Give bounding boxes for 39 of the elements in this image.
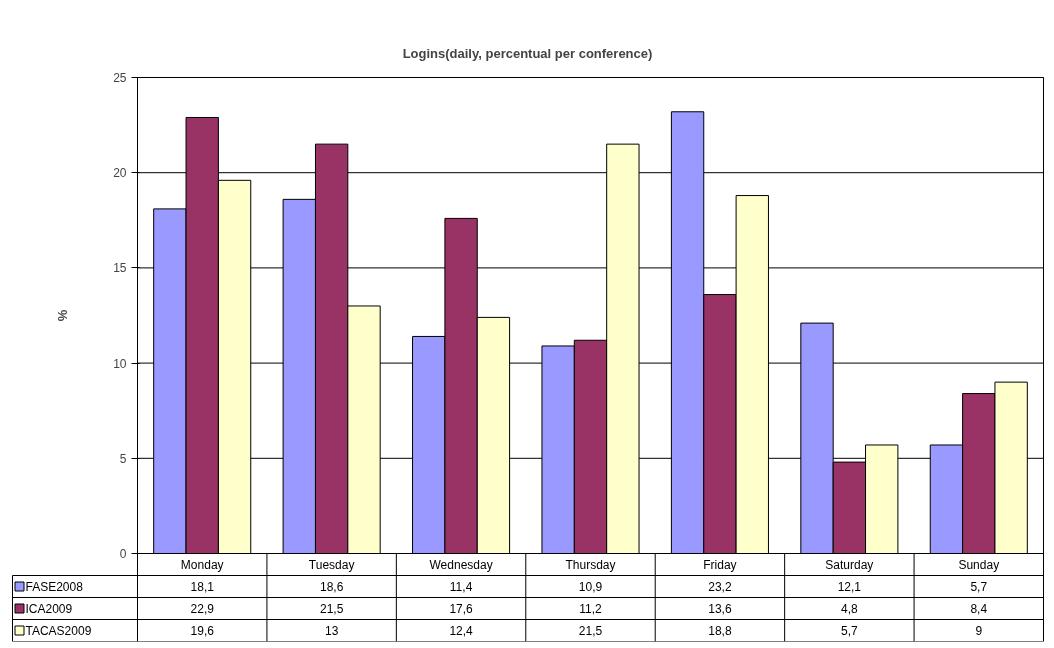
data-label: 19,6 — [190, 624, 215, 638]
data-label: 8,4 — [970, 602, 988, 616]
data-label: 5,7 — [970, 580, 988, 594]
x-tick-label: Saturday — [825, 557, 874, 572]
x-tick-label: Friday — [703, 557, 737, 572]
x-tick-label: Tuesday — [308, 557, 355, 572]
y-tick-label: 5 — [119, 451, 127, 466]
data-label: 12,1 — [837, 580, 862, 594]
chart-title: Logins(daily, percentual per conference) — [402, 45, 653, 61]
data-label: 18,6 — [319, 580, 344, 594]
data-label: 12,4 — [449, 624, 474, 638]
data-label: 21,5 — [319, 602, 344, 616]
x-tick-label: Monday — [180, 557, 224, 572]
x-tick-label: Thursday — [565, 557, 616, 572]
data-label: 21,5 — [578, 624, 603, 638]
data-label: 18,1 — [190, 580, 215, 594]
y-tick-label: 25 — [113, 71, 127, 85]
y-axis-title: % — [55, 309, 71, 322]
data-label: 17,6 — [449, 602, 474, 616]
data-label: 13,6 — [708, 602, 732, 616]
y-tick-label: 15 — [113, 261, 127, 276]
data-label: 22,9 — [190, 602, 215, 616]
data-label: 9 — [975, 624, 983, 638]
y-tick-label: 10 — [113, 356, 127, 371]
data-label: 11,2 — [579, 602, 603, 616]
data-label: 13 — [324, 624, 339, 638]
y-tick-label: 0 — [119, 547, 127, 561]
data-label: 11,4 — [449, 580, 473, 594]
legend-label: FASE2008 — [25, 579, 84, 594]
data-label: 10,9 — [578, 580, 603, 594]
data-label: 18,8 — [708, 624, 732, 638]
legend-label: TACAS2009 — [25, 623, 92, 638]
x-tick-label: Sunday — [958, 557, 1000, 572]
data-label: 23,2 — [708, 580, 732, 594]
y-tick-label: 20 — [113, 166, 127, 181]
x-tick-label: Wednesday — [429, 557, 493, 572]
legend-label: ICA2009 — [25, 601, 73, 616]
data-label: 4,8 — [841, 602, 859, 616]
data-label: 5,7 — [841, 624, 859, 638]
